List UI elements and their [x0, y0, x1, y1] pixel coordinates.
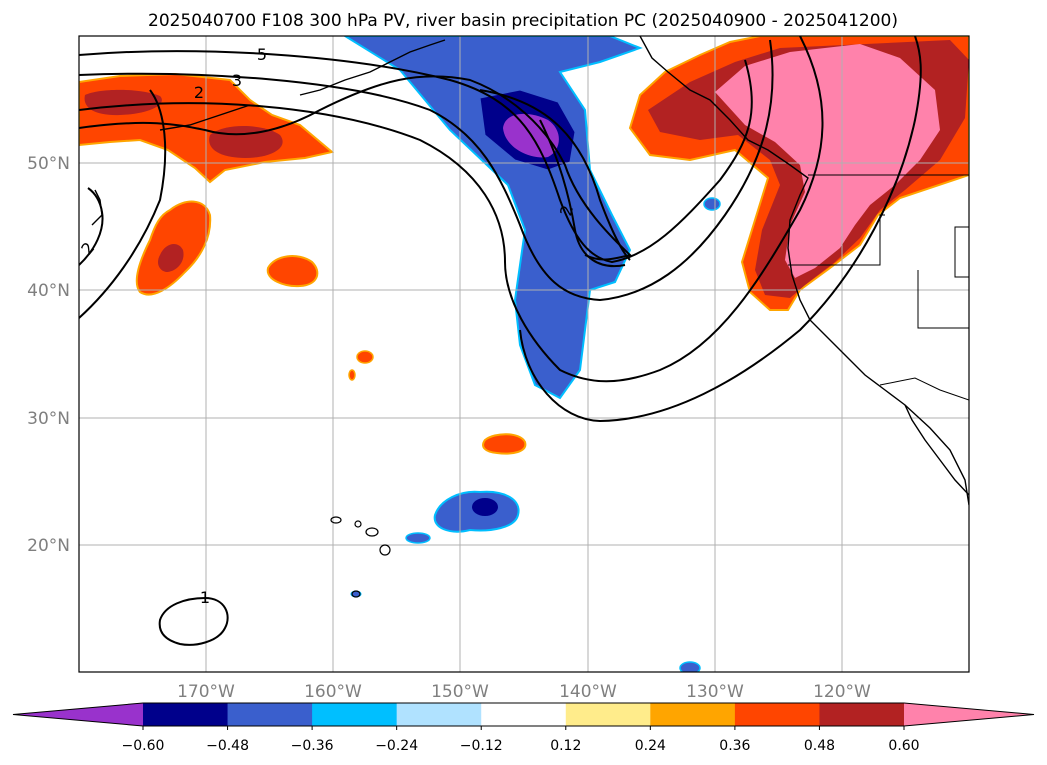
small-blue-patch [405, 532, 431, 544]
tiny-red-patch [348, 369, 356, 381]
mid-pacific-red-patch [266, 255, 319, 288]
pv-contours [79, 36, 922, 646]
lon-label: 140°W [559, 682, 617, 702]
colorbar: −0.60 −0.48 −0.36 −0.24 −0.12 0.12 0.24 0.36 0.4… [12, 702, 1035, 754]
colorbar-extend-min [13, 703, 143, 726]
longitude-labels: 170°W 160°W 150°W 140°W 130°W 120°W [177, 682, 871, 702]
colorbar-tick-label: 0.60 [888, 738, 919, 754]
small-red-patch [356, 350, 374, 364]
colorbar-tick-label: −0.24 [375, 738, 418, 754]
colorbar-tick-label: −0.36 [291, 738, 334, 754]
colorbar-segment [227, 703, 313, 726]
lon-label: 120°W [813, 682, 871, 702]
map-frame [78, 35, 970, 673]
colorbar-tick-label: −0.48 [206, 738, 249, 754]
contour-label: 5 [257, 45, 267, 64]
colorbar-segment [819, 703, 905, 726]
south-blue-patch [679, 661, 701, 672]
lon-label: 160°W [304, 682, 362, 702]
contour-label: 1 [200, 588, 210, 607]
hawaii-dark-core [472, 498, 498, 516]
colorbar-segment [481, 703, 567, 726]
graticule [79, 36, 969, 672]
contour-label: 2 [194, 83, 204, 102]
west-dark-red-core [158, 243, 184, 272]
lat-label: 30°N [27, 409, 70, 429]
colorbar-tick-label: 0.24 [635, 738, 666, 754]
lon-label: 150°W [431, 682, 489, 702]
lat-label: 40°N [27, 281, 70, 301]
offshore-blue-patch [703, 197, 721, 211]
hawaiian-islands [330, 516, 391, 598]
lat-label: 50°N [27, 154, 70, 174]
figure-title: 2025040700 F108 300 hPa PV, river basin … [148, 11, 898, 31]
map-panel: 5 3 2 2 2 1 50°N 40°N 30°N 20°N 170°W 16… [27, 35, 970, 702]
colorbar-segment [565, 703, 651, 726]
colorbar-segment [396, 703, 482, 726]
lon-label: 130°W [686, 682, 744, 702]
contour-1-loop [158, 596, 229, 646]
colorbar-segment [650, 703, 736, 726]
colorbar-tick-label: 0.36 [719, 738, 750, 754]
colorbar-segment [143, 703, 229, 726]
subtropical-red-patch [482, 433, 527, 455]
latitude-labels: 50°N 40°N 30°N 20°N [27, 154, 70, 556]
contour-label: 2 [556, 203, 577, 218]
colorbar-tick-label: 0.12 [550, 738, 581, 754]
contour-label: 3 [232, 71, 242, 90]
lat-label: 20°N [27, 536, 70, 556]
colorbar-extend-max [904, 703, 1034, 726]
colorbar-tick-label: 0.48 [804, 738, 835, 754]
colorbar-tick-label: −0.12 [460, 738, 503, 754]
colorbar-tick-label: −0.60 [122, 738, 165, 754]
colorbar-segment [312, 703, 398, 726]
colorbar-segment [734, 703, 820, 726]
northwest-dark-red-core [84, 89, 162, 116]
lon-label: 170°W [177, 682, 235, 702]
